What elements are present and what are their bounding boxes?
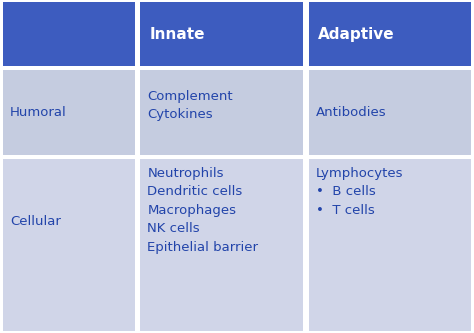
Text: Innate: Innate	[150, 27, 205, 42]
Bar	[3, 159, 135, 331]
Bar	[306, 68, 474, 157]
Bar	[137, 157, 306, 333]
Text: Cellular: Cellular	[10, 215, 61, 228]
Text: Antibodies: Antibodies	[316, 106, 386, 119]
Bar	[137, 68, 306, 157]
Bar	[306, 157, 474, 333]
Bar	[140, 70, 303, 155]
Text: Humoral: Humoral	[10, 106, 67, 119]
Bar	[140, 159, 303, 331]
Bar	[309, 2, 471, 66]
Text: Neutrophils
Dendritic cells
Macrophages
NK cells
Epithelial barrier: Neutrophils Dendritic cells Macrophages …	[147, 167, 258, 254]
Bar	[309, 159, 471, 331]
Bar	[309, 70, 471, 155]
Bar	[0, 157, 137, 333]
Bar	[0, 68, 137, 157]
Bar	[140, 2, 303, 66]
Bar	[3, 2, 135, 66]
Text: Adaptive: Adaptive	[318, 27, 395, 42]
Text: Complement
Cytokines: Complement Cytokines	[147, 90, 233, 121]
Bar	[0, 0, 137, 68]
Text: Lymphocytes
•  B cells
•  T cells: Lymphocytes • B cells • T cells	[316, 167, 403, 217]
Bar	[3, 70, 135, 155]
Bar	[306, 0, 474, 68]
Bar	[137, 0, 306, 68]
